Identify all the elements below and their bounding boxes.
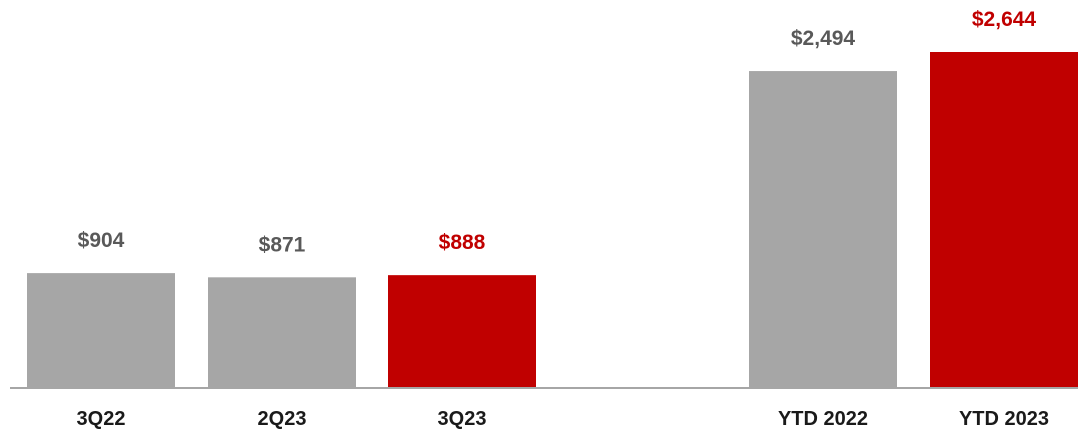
category-label-ytd-2022: YTD 2022 (778, 408, 868, 430)
category-label-3q23: 3Q23 (438, 408, 487, 430)
data-label-ytd-2023: $2,644 (972, 8, 1037, 31)
data-label-3q23: $888 (439, 231, 486, 254)
data-labels-layer: $904 $871 $888 $2,494 $2,644 (78, 8, 1037, 256)
data-label-2q23: $871 (259, 233, 306, 256)
category-label-2q23: 2Q23 (258, 408, 307, 430)
bar-3q22 (27, 273, 175, 388)
bar-3q23 (388, 275, 536, 388)
data-label-3q22: $904 (78, 229, 125, 252)
category-label-ytd-2023: YTD 2023 (959, 408, 1049, 430)
bar-2q23 (208, 277, 356, 388)
category-labels-layer: 3Q22 2Q23 3Q23 YTD 2022 YTD 2023 (77, 408, 1050, 430)
bars-layer (27, 52, 1078, 389)
bar-ytd-2023 (930, 52, 1078, 388)
bar-ytd-2022 (749, 71, 897, 389)
data-label-ytd-2022: $2,494 (791, 27, 856, 50)
category-label-3q22: 3Q22 (77, 408, 126, 430)
